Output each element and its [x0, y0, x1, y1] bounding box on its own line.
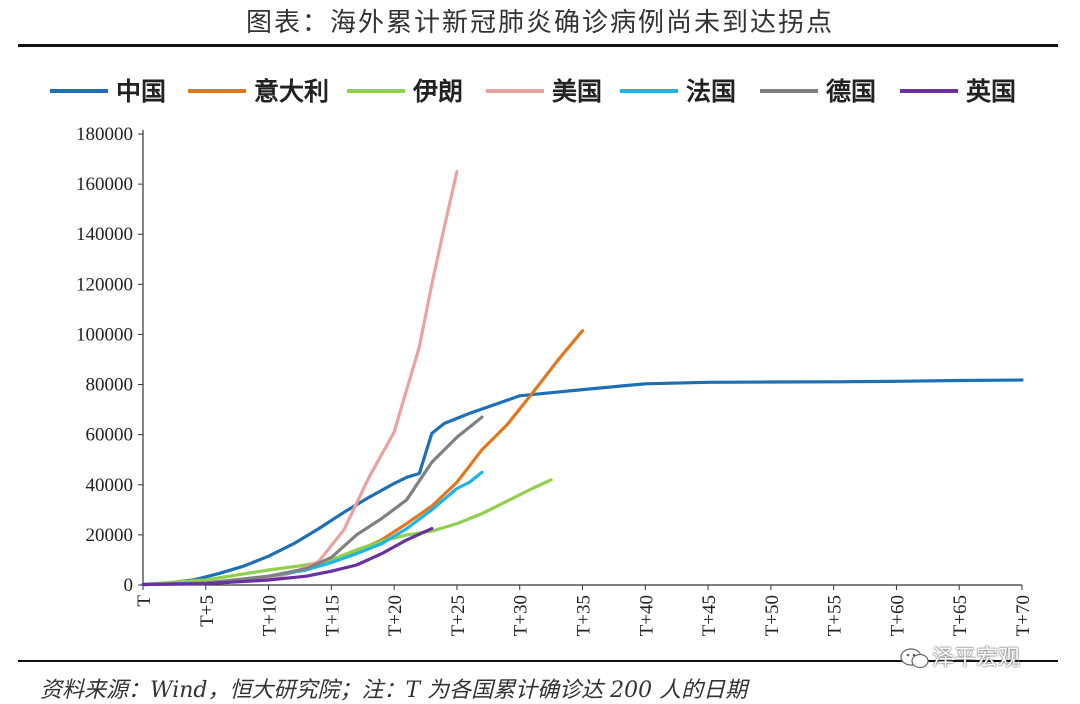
top-rule	[18, 44, 1058, 47]
watermark: 泽平宏观	[932, 646, 1021, 671]
y-tick-label: 20000	[86, 525, 134, 546]
x-tick-label: T+25	[448, 595, 469, 636]
x-tick-label: T+10	[260, 595, 281, 636]
y-tick-label: 100000	[76, 324, 133, 345]
x-tick-label: T+60	[887, 595, 908, 636]
legend-label-意大利: 意大利	[254, 77, 329, 106]
x-tick-label: T+20	[385, 595, 406, 636]
y-tick-label: 80000	[86, 375, 134, 396]
series-line-伊朗	[141, 478, 553, 587]
x-tick-label: T+40	[636, 595, 657, 636]
source-note: 资料来源：Wind，恒大研究院；注：T 为各国累计确诊达 200 人的日期	[40, 678, 748, 703]
y-tick-label: 40000	[86, 475, 134, 496]
x-tick-label: T+30	[511, 595, 532, 636]
chart-title: 图表：海外累计新冠肺炎确诊病例尚未到达拐点	[245, 8, 834, 38]
legend-label-德国: 德国	[826, 77, 876, 106]
y-tick-label: 140000	[76, 224, 133, 245]
line-chart: 0 20000 40000 60000 80000 100000 120000 140000 1…	[50, 77, 1034, 636]
x-tick-label: T+70	[1013, 595, 1034, 636]
x-tick-label: T+5	[197, 595, 218, 627]
legend-label-中国: 中国	[116, 77, 166, 106]
legend-label-法国: 法国	[686, 77, 736, 106]
wechat-icon	[900, 648, 929, 669]
x-tick-label: T+50	[762, 595, 783, 636]
x-tick-label: T	[134, 595, 155, 607]
series-line-德国	[141, 415, 484, 587]
bottom-rule	[18, 660, 1058, 662]
y-tick-label: 120000	[76, 274, 133, 295]
x-tick-label: T+55	[825, 595, 846, 636]
series-line-英国	[141, 527, 434, 587]
y-tick-label: 0	[124, 575, 134, 596]
x-tick-label: T+45	[699, 595, 720, 636]
y-tick-label: 180000	[76, 124, 133, 145]
y-tick-label: 60000	[86, 425, 134, 446]
x-tick-label: T+65	[950, 595, 971, 636]
x-tick-label: T+15	[322, 595, 343, 636]
legend-label-美国: 美国	[552, 77, 602, 106]
x-tick-label: T+35	[574, 595, 595, 636]
legend-label-伊朗: 伊朗	[412, 77, 463, 106]
series-line-中国	[141, 378, 1024, 587]
legend-label-英国: 英国	[966, 77, 1016, 106]
y-tick-label: 160000	[76, 174, 133, 195]
